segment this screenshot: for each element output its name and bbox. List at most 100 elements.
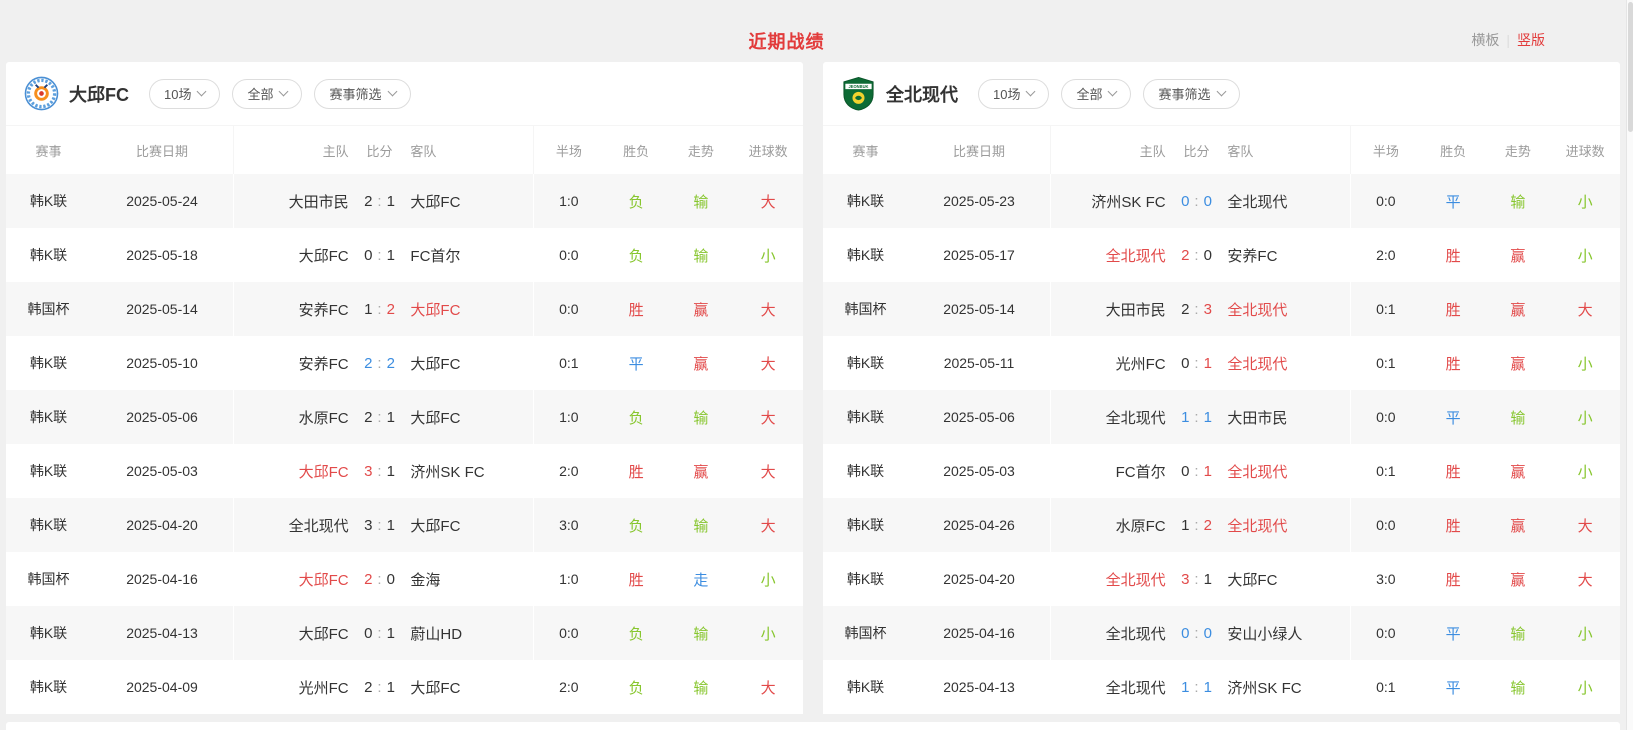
win-loss-result: 胜: [1445, 355, 1461, 373]
match-row[interactable]: 韩K联 2025-05-18 大邱FC 0 : 1 FC首尔 0:0 负 输 小: [6, 228, 803, 282]
away-team[interactable]: 大邱FC: [410, 409, 461, 427]
match-row[interactable]: 韩K联 2025-05-03 大邱FC 3 : 1 济州SK FC 2:0 胜 …: [6, 444, 803, 498]
half-time-score: 1:0: [559, 409, 579, 425]
away-team[interactable]: 安山小绿人: [1227, 625, 1303, 643]
match-date: 2025-04-16: [126, 571, 198, 587]
match-row[interactable]: 韩K联 2025-04-26 水原FC 1 : 2 全北现代 0:0 胜 赢 大: [823, 498, 1620, 552]
match-row[interactable]: 韩K联 2025-04-13 全北现代 1 : 1 济州SK FC 0:1 平 …: [823, 660, 1620, 714]
away-score: 2: [1203, 516, 1212, 534]
win-loss-result: 胜: [1445, 463, 1461, 481]
home-team[interactable]: 大邱FC: [298, 463, 349, 481]
scope-filter[interactable]: 全部: [232, 78, 303, 109]
match-row[interactable]: 韩K联 2025-05-10 安养FC 2 : 2 大邱FC 0:1 平 赢 大: [6, 336, 803, 390]
score-colon: :: [377, 354, 382, 372]
home-team[interactable]: 大邱FC: [298, 247, 349, 265]
match-row[interactable]: 韩国杯 2025-04-16 大邱FC 2 : 0 金海 1:0 胜 走 小: [6, 552, 803, 606]
goals-over-under: 大: [1577, 517, 1593, 535]
home-team[interactable]: 水原FC: [1115, 517, 1166, 535]
away-team[interactable]: 大邱FC: [410, 517, 461, 535]
scrollbar-thumb[interactable]: [1628, 2, 1633, 132]
match-date: 2025-05-14: [126, 301, 198, 317]
home-team[interactable]: 全北现代: [288, 517, 349, 535]
scope-value: 全部: [1076, 87, 1103, 102]
match-row[interactable]: 韩K联 2025-05-24 大田市民 2 : 1 大邱FC 1:0 负 输 大: [6, 174, 803, 228]
away-score: 1: [1203, 354, 1212, 372]
competition-filter[interactable]: 赛事筛选: [314, 78, 411, 109]
away-team[interactable]: 大邱FC: [410, 301, 461, 319]
team-panel-jeonbuk: JEONBUK 全北现代 10场 全部 赛事筛选 赛事 比赛日期: [823, 62, 1620, 714]
away-team[interactable]: 济州SK FC: [410, 463, 485, 481]
home-team[interactable]: 大田市民: [288, 193, 349, 211]
handicap-trend: 赢: [693, 463, 709, 481]
home-team[interactable]: 光州FC: [1115, 355, 1166, 373]
away-team[interactable]: 全北现代: [1227, 355, 1288, 373]
home-team[interactable]: 全北现代: [1105, 409, 1166, 427]
match-row[interactable]: 韩K联 2025-05-03 FC首尔 0 : 1 全北现代 0:1 胜 赢 小: [823, 444, 1620, 498]
home-team[interactable]: 光州FC: [298, 679, 349, 697]
matches-count-filter[interactable]: 10场: [978, 78, 1050, 109]
home-team[interactable]: 水原FC: [298, 409, 349, 427]
horizontal-layout-link[interactable]: 横板: [1471, 32, 1500, 48]
col-competition: 赛事: [35, 143, 62, 159]
home-team[interactable]: 全北现代: [1105, 679, 1166, 697]
match-row[interactable]: 韩国杯 2025-05-14 安养FC 1 : 2 大邱FC 0:0 胜 赢 大: [6, 282, 803, 336]
match-row[interactable]: 韩K联 2025-04-13 大邱FC 0 : 1 蔚山HD 0:0 负 输 小: [6, 606, 803, 660]
home-score: 2: [1181, 300, 1190, 318]
away-team[interactable]: 全北现代: [1227, 301, 1288, 319]
match-date: 2025-05-06: [126, 409, 198, 425]
home-team[interactable]: 全北现代: [1105, 571, 1166, 589]
goals-over-under: 小: [1577, 409, 1593, 427]
competition-cell: 韩K联: [29, 247, 68, 263]
win-loss-result: 负: [628, 679, 644, 697]
home-team[interactable]: 大田市民: [1105, 301, 1166, 319]
home-team[interactable]: 全北现代: [1105, 247, 1166, 265]
home-team[interactable]: 安养FC: [298, 301, 349, 319]
away-team[interactable]: FC首尔: [410, 247, 461, 265]
away-team[interactable]: 大田市民: [1227, 409, 1288, 427]
home-score: 0: [1181, 354, 1190, 372]
away-team[interactable]: 大邱FC: [1227, 571, 1278, 589]
away-team[interactable]: 全北现代: [1227, 193, 1288, 211]
away-team[interactable]: 济州SK FC: [1227, 679, 1302, 697]
home-team[interactable]: 全北现代: [1105, 625, 1166, 643]
away-team[interactable]: 大邱FC: [410, 355, 461, 373]
match-score: 1 : 1: [1166, 409, 1228, 426]
away-team[interactable]: 安养FC: [1227, 247, 1278, 265]
match-row[interactable]: 韩K联 2025-05-06 全北现代 1 : 1 大田市民 0:0 平 输 小: [823, 390, 1620, 444]
match-row[interactable]: 韩K联 2025-05-06 水原FC 2 : 1 大邱FC 1:0 负 输 大: [6, 390, 803, 444]
match-row[interactable]: 韩K联 2025-05-23 济州SK FC 0 : 0 全北现代 0:0 平 …: [823, 174, 1620, 228]
match-date: 2025-05-06: [943, 409, 1015, 425]
match-row[interactable]: 韩K联 2025-04-20 全北现代 3 : 1 大邱FC 3:0 胜 赢 大: [823, 552, 1620, 606]
away-team[interactable]: 金海: [410, 571, 441, 589]
match-row[interactable]: 韩K联 2025-05-17 全北现代 2 : 0 安养FC 2:0 胜 赢 小: [823, 228, 1620, 282]
panel-header: JEONBUK 全北现代 10场 全部 赛事筛选: [823, 62, 1620, 126]
home-team[interactable]: FC首尔: [1115, 463, 1166, 481]
score-colon: :: [377, 516, 382, 534]
chevron-down-icon: [387, 86, 397, 97]
half-time-score: 0:0: [1376, 409, 1396, 425]
away-team[interactable]: 大邱FC: [410, 679, 461, 697]
home-team[interactable]: 安养FC: [298, 355, 349, 373]
score-colon: :: [1194, 516, 1199, 534]
match-row[interactable]: 韩K联 2025-05-11 光州FC 0 : 1 全北现代 0:1 胜 赢 小: [823, 336, 1620, 390]
matches-count-filter[interactable]: 10场: [149, 78, 221, 109]
home-team[interactable]: 大邱FC: [298, 571, 349, 589]
match-row[interactable]: 韩K联 2025-04-09 光州FC 2 : 1 大邱FC 2:0 负 输 大: [6, 660, 803, 714]
away-score: 1: [386, 624, 395, 642]
away-team[interactable]: 全北现代: [1227, 517, 1288, 535]
home-team[interactable]: 济州SK FC: [1091, 193, 1166, 211]
col-result: 胜负: [1440, 143, 1467, 159]
scope-filter[interactable]: 全部: [1061, 78, 1132, 109]
home-score: 1: [364, 300, 373, 318]
scrollbar[interactable]: [1626, 0, 1633, 730]
away-team[interactable]: 全北现代: [1227, 463, 1288, 481]
home-team[interactable]: 大邱FC: [298, 625, 349, 643]
match-row[interactable]: 韩国杯 2025-04-16 全北现代 0 : 0 安山小绿人 0:0 平 输 …: [823, 606, 1620, 660]
match-row[interactable]: 韩国杯 2025-05-14 大田市民 2 : 3 全北现代 0:1 胜 赢 大: [823, 282, 1620, 336]
away-team[interactable]: 大邱FC: [410, 193, 461, 211]
competition-filter[interactable]: 赛事筛选: [1143, 78, 1240, 109]
away-team[interactable]: 蔚山HD: [410, 625, 463, 643]
home-score: 1: [1181, 516, 1190, 534]
vertical-layout-link[interactable]: 竖版: [1517, 32, 1545, 48]
match-row[interactable]: 韩K联 2025-04-20 全北现代 3 : 1 大邱FC 3:0 负 输 大: [6, 498, 803, 552]
